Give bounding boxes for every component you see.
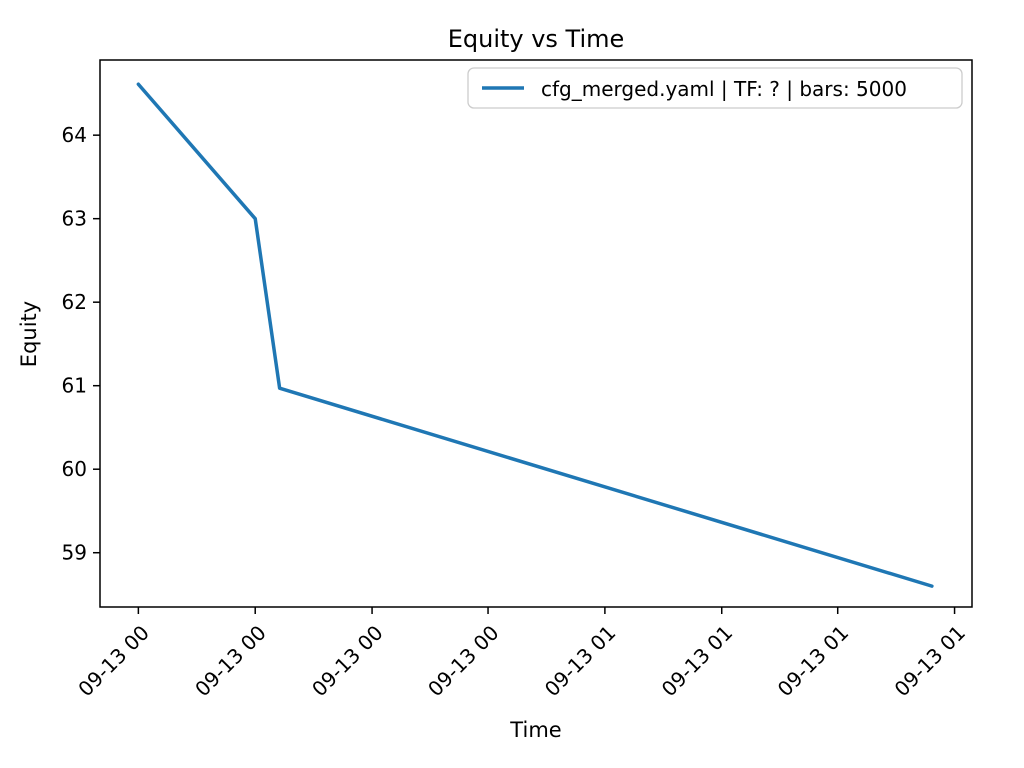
legend: cfg_merged.yaml | TF: ? | bars: 5000 <box>467 67 963 109</box>
equity-line <box>136 82 934 588</box>
y-tick-label: 61 <box>62 374 87 398</box>
y-tick-label: 64 <box>62 123 87 147</box>
legend-box <box>467 67 963 109</box>
chart-title: Equity vs Time <box>448 25 625 53</box>
y-tick-label: 62 <box>62 290 87 314</box>
y-tick-label: 60 <box>62 457 87 481</box>
y-tick-label: 63 <box>62 207 87 231</box>
x-axis-label: Time <box>509 718 561 742</box>
y-axis-label: Equity <box>17 301 41 367</box>
y-tick-label: 59 <box>62 541 87 565</box>
legend-label: cfg_merged.yaml | TF: ? | bars: 5000 <box>541 77 907 101</box>
plot-border <box>99 59 973 608</box>
y-axis-ticks: 59 60 61 62 63 64 <box>62 123 100 565</box>
